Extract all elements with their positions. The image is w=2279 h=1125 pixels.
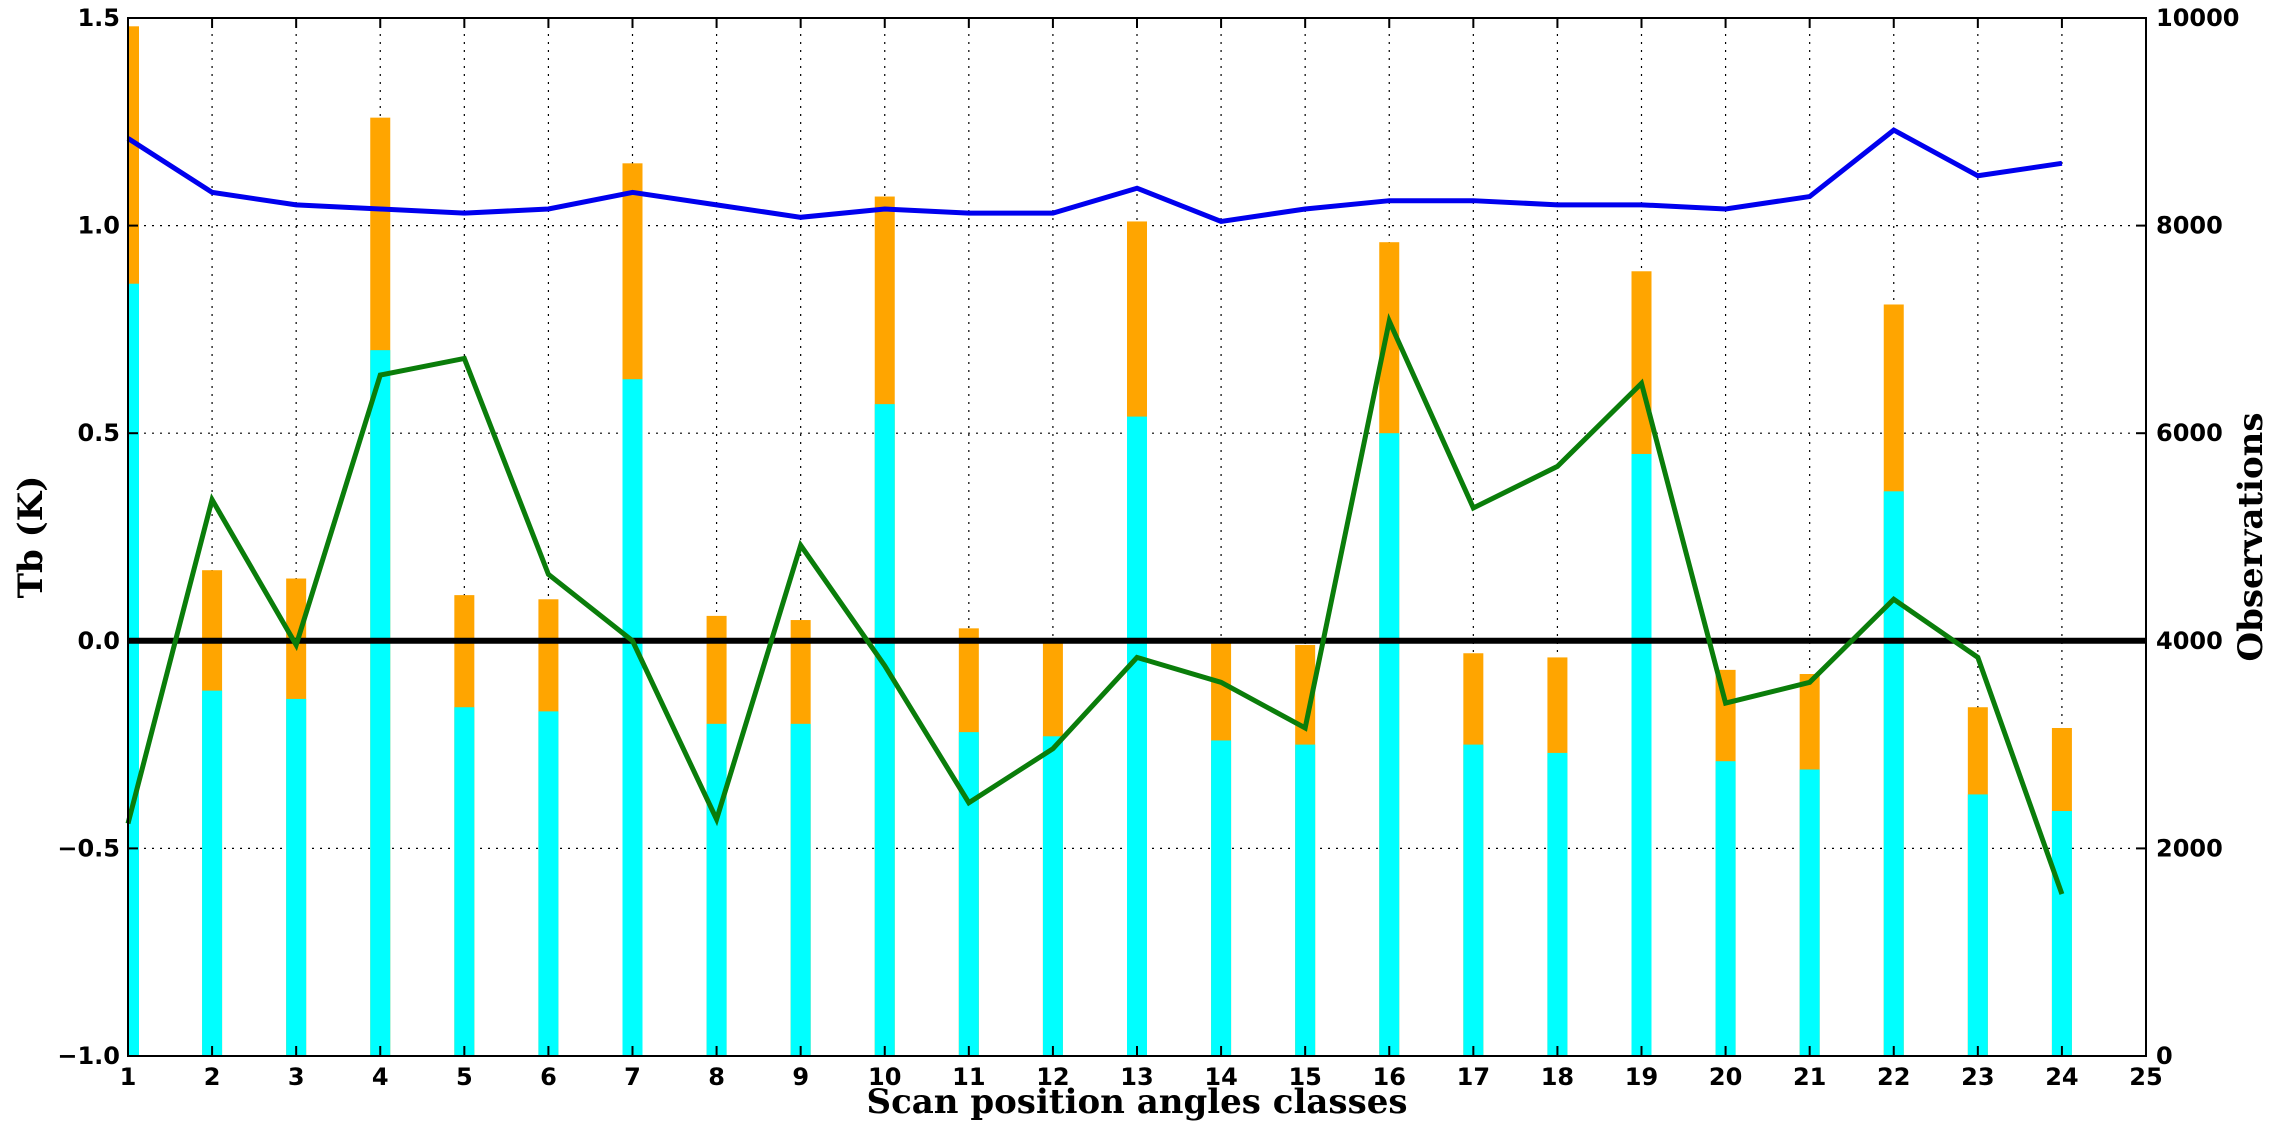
y-right-tick-label-1: 2000 — [2156, 834, 2223, 862]
y-right-tick-label-5: 10000 — [2156, 4, 2240, 32]
y-right-tick-label-0: 0 — [2156, 1042, 2173, 1070]
green-series-line — [125, 313, 2065, 895]
cyan-bar-4 — [370, 350, 391, 1056]
x-tick-label-6: 6 — [540, 1063, 557, 1091]
y-left-tick-label-3: 0.5 — [77, 419, 120, 447]
cyan-bar-23 — [1967, 794, 1988, 1056]
y-left-tick-label-4: 1.0 — [77, 212, 120, 240]
cyan-bar-14 — [1211, 740, 1232, 1056]
cyan-bar-7 — [622, 379, 643, 1056]
x-tick-label-2: 2 — [204, 1063, 221, 1091]
x-tick-label-25: 25 — [2129, 1063, 2162, 1091]
cyan-bar-22 — [1883, 491, 1904, 1056]
x-tick-label-7: 7 — [624, 1063, 641, 1091]
cyan-bar-5 — [454, 707, 475, 1056]
y-left-tick-label-1: −0.5 — [57, 834, 120, 862]
x-tick-label-23: 23 — [1961, 1063, 1994, 1091]
cyan-bar-1 — [128, 283, 139, 1056]
x-axis-title: Scan position angles classes — [867, 1082, 1408, 1122]
y-right-tick-label-2: 4000 — [2156, 627, 2223, 655]
y-left-axis-title: Tb (K) — [11, 476, 51, 599]
y-right-axis-title: Observations — [2231, 412, 2271, 661]
blue-series-line — [126, 127, 2063, 225]
x-tick-label-20: 20 — [1709, 1063, 1742, 1091]
cyan-bar-16 — [1379, 433, 1400, 1056]
cyan-bar-6 — [538, 711, 559, 1056]
y-left-tick-label-0: −1.0 — [57, 1042, 120, 1070]
y-left-tick-label-5: 1.5 — [77, 4, 120, 32]
cyan-bar-11 — [958, 732, 979, 1056]
x-tick-label-9: 9 — [792, 1063, 809, 1091]
tick-layer: 1 2 3 4 5 6 7 8 9 10 11 12 13 14 15 16 17 18 19 20 21 22 23 24 2… — [57, 4, 2239, 1091]
x-tick-label-17: 17 — [1457, 1063, 1490, 1091]
cyan-bar-12 — [1042, 736, 1063, 1056]
x-tick-label-4: 4 — [372, 1063, 389, 1091]
x-tick-label-5: 5 — [456, 1063, 473, 1091]
x-tick-label-21: 21 — [1793, 1063, 1826, 1091]
cyan-bar-3 — [286, 698, 307, 1056]
y-right-tick-label-3: 6000 — [2156, 419, 2223, 447]
cyan-bar-20 — [1715, 761, 1736, 1056]
x-tick-label-11: 11 — [952, 1063, 985, 1091]
x-tick-label-10: 10 — [868, 1063, 901, 1091]
x-tick-label-19: 19 — [1625, 1063, 1658, 1091]
cyan-bar-8 — [706, 723, 727, 1056]
y-right-tick-label-4: 8000 — [2156, 212, 2223, 240]
cyan-bar-24 — [2051, 811, 2072, 1056]
cyan-bar-15 — [1295, 744, 1316, 1056]
x-tick-label-16: 16 — [1373, 1063, 1406, 1091]
cyan-bar-19 — [1631, 453, 1652, 1057]
x-tick-label-14: 14 — [1204, 1063, 1237, 1091]
x-tick-label-24: 24 — [2045, 1063, 2078, 1091]
cyan-bar-10 — [874, 404, 895, 1056]
lines-layer — [125, 127, 2065, 895]
bars-layer — [128, 26, 2072, 1057]
x-tick-label-12: 12 — [1036, 1063, 1069, 1091]
cyan-bar-17 — [1463, 744, 1484, 1056]
cyan-bar-9 — [790, 723, 811, 1056]
x-tick-label-13: 13 — [1120, 1063, 1153, 1091]
cyan-bar-2 — [202, 690, 223, 1056]
y-left-tick-label-2: 0.0 — [77, 627, 120, 655]
cyan-bar-18 — [1547, 752, 1568, 1056]
x-tick-label-8: 8 — [708, 1063, 725, 1091]
x-tick-label-3: 3 — [288, 1063, 305, 1091]
x-tick-label-1: 1 — [120, 1063, 137, 1091]
cyan-bar-21 — [1799, 769, 1820, 1056]
x-tick-label-15: 15 — [1288, 1063, 1321, 1091]
x-tick-label-22: 22 — [1877, 1063, 1910, 1091]
cyan-bar-13 — [1127, 416, 1147, 1056]
x-tick-label-18: 18 — [1541, 1063, 1574, 1091]
